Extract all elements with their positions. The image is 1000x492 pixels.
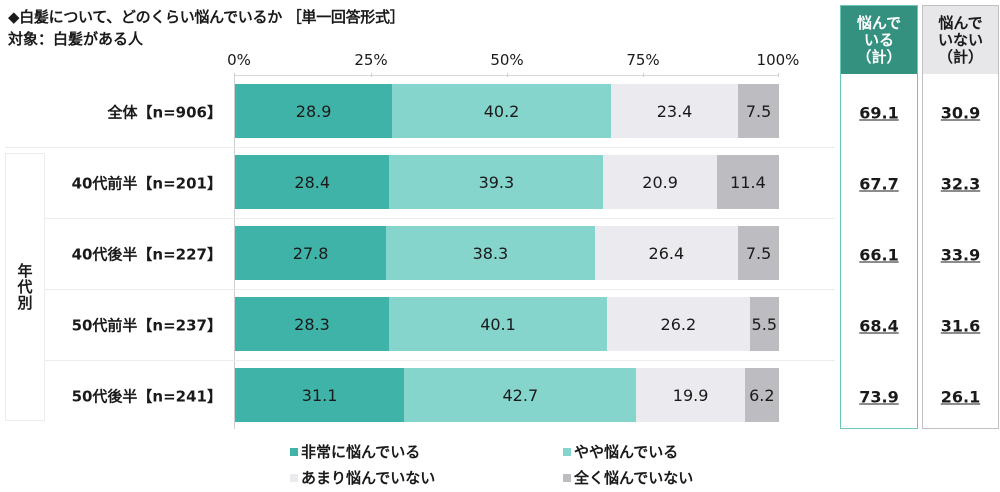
tick-mark (643, 73, 644, 77)
noworry-total-value: 30.9 (940, 103, 981, 123)
row-label-50s-late: 50代後半【n=241】 (71, 387, 222, 406)
segment-very: 27.8 (235, 226, 387, 280)
segment-notatall: 7.5 (738, 226, 779, 280)
legend-item-notatall: 全く悩んでいない (563, 467, 693, 488)
segment-somewhat: 40.2 (392, 84, 611, 138)
noworry-total-value: 33.9 (940, 245, 981, 265)
segment-very: 28.3 (235, 297, 389, 351)
x-tick-0: 0% (227, 51, 251, 69)
row-label-total: 全体【n=906】 (107, 103, 222, 122)
segment-notmuch: 26.2 (607, 297, 750, 351)
noworry-total-value: 31.6 (940, 316, 981, 336)
legend-swatch-notmuch (290, 473, 298, 482)
segment-very: 28.9 (235, 84, 393, 138)
age-group-box: 年代別 (5, 153, 45, 421)
chart-title: ◆白髪について、どのくらい悩んでいるか ［単一回答形式］ (8, 8, 405, 26)
tick-mark (778, 73, 779, 77)
worry-total-value: 66.1 (859, 245, 899, 265)
row-separator (45, 218, 835, 219)
segment-notatall: 6.2 (744, 368, 779, 422)
chart-subtitle: 対象：白髪がある人 (8, 30, 144, 48)
bar-row-total: 28.9 40.2 23.4 7.5 (235, 84, 779, 138)
segment-notmuch: 26.4 (594, 226, 739, 280)
worry-total-value: 73.9 (859, 387, 899, 407)
segment-notatall: 5.5 (749, 297, 779, 351)
segment-somewhat: 42.7 (404, 368, 637, 422)
tick-mark (371, 73, 372, 77)
row-label-50s-early: 50代前半【n=237】 (71, 316, 222, 335)
legend-label: 全く悩んでいない (574, 469, 694, 487)
segment-notatall: 7.5 (738, 84, 779, 138)
bar-row-50s-early: 28.3 40.1 26.2 5.5 (235, 297, 779, 351)
worry-total-column: 悩んで いる （計） 69.1 67.7 66.1 68.4 73.9 (840, 5, 918, 429)
legend-swatch-somewhat (563, 447, 571, 456)
noworry-total-header: 悩んで いない （計） (923, 6, 998, 74)
worry-total-value: 69.1 (859, 103, 899, 123)
x-tick-25: 25% (354, 51, 388, 69)
age-group-label: 年代別 (15, 263, 34, 311)
legend-label: あまり悩んでいない (301, 469, 436, 487)
noworry-total-value: 32.3 (940, 174, 981, 194)
legend-swatch-notatall (563, 473, 571, 482)
segment-very: 28.4 (235, 155, 390, 209)
bar-row-40s-late: 27.8 38.3 26.4 7.5 (235, 226, 779, 280)
segment-notmuch: 23.4 (610, 84, 739, 138)
noworry-total-column: 悩んで いない （計） 30.9 32.3 33.9 31.6 26.1 (922, 5, 999, 429)
row-label-40s-late: 40代後半【n=227】 (71, 245, 222, 264)
x-tick-50: 50% (490, 51, 524, 69)
row-separator (45, 360, 835, 361)
row-separator (5, 147, 835, 148)
row-separator (45, 289, 835, 290)
noworry-total-value: 26.1 (940, 387, 981, 407)
legend-label: やや悩んでいる (574, 443, 679, 461)
segment-somewhat: 38.3 (386, 226, 595, 280)
segment-very: 31.1 (235, 368, 405, 422)
tick-mark (507, 73, 508, 77)
x-tick-75: 75% (626, 51, 660, 69)
row-label-40s-early: 40代前半【n=201】 (71, 174, 222, 193)
legend-label: 非常に悩んでいる (301, 443, 421, 461)
legend-swatch-very (290, 447, 298, 456)
legend-item-very: 非常に悩んでいる (290, 441, 420, 462)
worry-total-value: 67.7 (859, 174, 899, 194)
x-tick-100: 100% (756, 51, 800, 69)
worry-total-value: 68.4 (859, 316, 899, 336)
legend-item-somewhat: やや悩んでいる (563, 441, 678, 462)
segment-notmuch: 20.9 (603, 155, 717, 209)
segment-notatall: 11.4 (716, 155, 779, 209)
bar-row-40s-early: 28.4 39.3 20.9 11.4 (235, 155, 779, 209)
worry-total-header: 悩んで いる （計） (841, 6, 917, 74)
segment-notmuch: 19.9 (636, 368, 745, 422)
segment-somewhat: 40.1 (388, 297, 608, 351)
segment-somewhat: 39.3 (389, 155, 604, 209)
y-axis-line (234, 73, 235, 429)
legend-item-notmuch: あまり悩んでいない (290, 467, 435, 488)
bar-row-50s-late: 31.1 42.7 19.9 6.2 (235, 368, 779, 422)
